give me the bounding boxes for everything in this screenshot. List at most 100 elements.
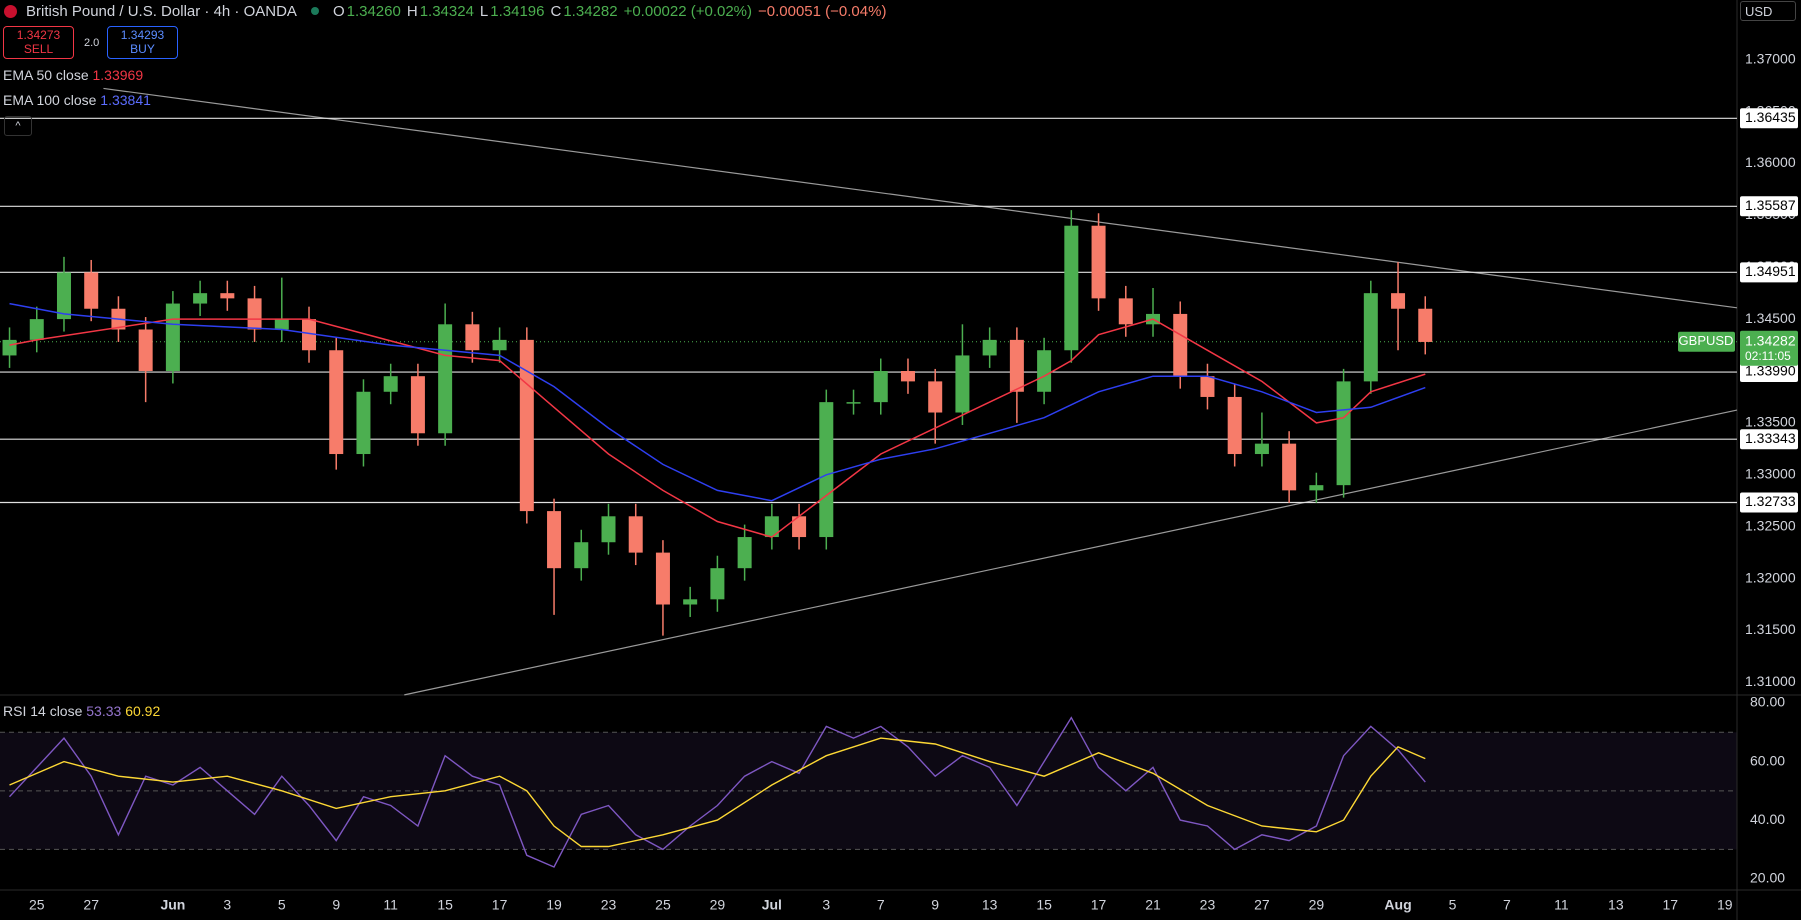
- candle-body: [982, 339, 997, 356]
- legend-value: 1.33969: [92, 67, 144, 83]
- x-tick-label: 19: [546, 897, 562, 913]
- c-label: C: [550, 2, 562, 20]
- x-tick-label: Aug: [1384, 897, 1411, 913]
- x-tick-label: 29: [710, 897, 726, 913]
- y-tick-label: 1.33500: [1745, 414, 1796, 430]
- candle-body: [2, 339, 17, 356]
- x-tick-label: 19: [1717, 897, 1733, 913]
- c-value: 1.34282: [563, 2, 618, 20]
- candle-body: [574, 542, 589, 569]
- candle-body: [138, 329, 153, 372]
- legend-value: 60.92: [125, 703, 161, 719]
- header: British Pound / U.S. Dollar · 4h · OANDA…: [0, 0, 886, 22]
- level-label-box: [1740, 429, 1798, 450]
- candle-body: [900, 371, 915, 382]
- trendline: [103, 87, 1738, 309]
- buy-button[interactable]: 1.34293 BUY: [107, 26, 178, 59]
- candle-body: [737, 537, 752, 569]
- level-label-box: [1740, 196, 1798, 217]
- x-tick-label: 13: [1608, 897, 1624, 913]
- y-tick-label: 1.31000: [1745, 673, 1796, 689]
- candle-body: [628, 516, 643, 553]
- x-tick-label: 17: [1091, 897, 1107, 913]
- countdown-label: 02:11:05: [1745, 349, 1791, 363]
- x-tick-label: 15: [1036, 897, 1052, 913]
- candle-body: [1173, 313, 1188, 377]
- sell-label: SELL: [23, 42, 54, 56]
- y-tick-label: 1.33000: [1745, 465, 1796, 481]
- legend-name: EMA 100 close: [3, 92, 97, 108]
- y-tick-label: 1.36000: [1745, 154, 1796, 170]
- candle-body: [1200, 376, 1215, 397]
- change-2: −0.00051 (−0.04%): [758, 2, 887, 20]
- h-value: 1.34324: [419, 2, 474, 20]
- candle-body: [1282, 443, 1297, 491]
- candle-body: [819, 402, 834, 538]
- level-label: 1.33343: [1745, 430, 1796, 446]
- candle-body: [547, 511, 562, 569]
- ema50-legend: EMA 50 close 1.33969: [3, 67, 143, 83]
- last-price-label: 1.34282: [1745, 332, 1796, 348]
- level-label-box: [1740, 262, 1798, 283]
- candle-body: [1118, 298, 1133, 325]
- rsi-tick-label: 40.00: [1750, 811, 1785, 827]
- x-tick-label: 11: [1554, 897, 1569, 913]
- o-label: O: [332, 2, 345, 20]
- candle-body: [29, 319, 44, 340]
- symbol-title: British Pound / U.S. Dollar · 4h · OANDA: [26, 2, 297, 20]
- level-label: 1.35587: [1745, 197, 1796, 213]
- rsi-line: [9, 737, 1426, 848]
- legend-value: 1.33841: [100, 92, 151, 108]
- y-tick-label: 1.32000: [1745, 569, 1796, 585]
- candle-body: [193, 293, 208, 304]
- rsi-tick-label: 20.00: [1750, 869, 1785, 885]
- level-label-box: [1740, 492, 1798, 513]
- y-tick-label: 1.31500: [1745, 621, 1796, 637]
- candle-body: [1064, 225, 1079, 351]
- candle-body: [165, 303, 180, 372]
- x-tick-label: 25: [655, 897, 671, 913]
- l-value: 1.34196: [490, 2, 545, 20]
- level-label-box: [1740, 362, 1798, 383]
- candle-body: [792, 516, 807, 538]
- candle-body: [873, 371, 888, 403]
- flag-icon: [4, 4, 17, 18]
- y-tick-label: 1.34500: [1745, 310, 1796, 326]
- candle-body: [356, 391, 371, 455]
- candle-body: [601, 516, 616, 543]
- y-tick-label: 1.32500: [1745, 517, 1796, 533]
- level-label: 1.33990: [1745, 363, 1796, 379]
- sell-button[interactable]: 1.34273 SELL: [3, 26, 74, 59]
- x-tick-label: 3: [223, 897, 231, 913]
- x-tick-label: 17: [1663, 897, 1679, 913]
- candle-body: [1309, 485, 1324, 491]
- candle-body: [56, 272, 71, 320]
- collapse-button[interactable]: ^: [4, 116, 32, 136]
- currency-button[interactable]: USD: [1740, 1, 1796, 21]
- x-tick-label: 25: [29, 897, 45, 913]
- x-tick-label: 23: [1200, 897, 1216, 913]
- candle-body: [1254, 443, 1269, 455]
- trendline: [404, 409, 1738, 696]
- candle-body: [519, 339, 534, 512]
- rsi-tick-label: 60.00: [1750, 752, 1785, 768]
- candle-body: [329, 350, 344, 455]
- o-value: 1.34260: [346, 2, 401, 20]
- candle-body: [1091, 225, 1106, 299]
- x-tick-label: Jul: [762, 897, 782, 913]
- level-label: 1.34951: [1745, 263, 1796, 279]
- candle-body: [655, 552, 670, 605]
- x-tick-label: 9: [931, 897, 939, 913]
- status-dot: [310, 7, 319, 15]
- x-tick-label: 27: [83, 897, 99, 913]
- candle-body: [764, 516, 779, 538]
- ema-line: [9, 302, 1426, 502]
- candle-body: [683, 599, 698, 605]
- level-label: 1.36435: [1745, 109, 1796, 125]
- legend-name: EMA 50 close: [3, 67, 89, 83]
- x-tick-label: 21: [1145, 897, 1161, 913]
- legend-name: RSI 14 close: [3, 703, 83, 719]
- y-tick-label: 1.37000: [1745, 50, 1796, 66]
